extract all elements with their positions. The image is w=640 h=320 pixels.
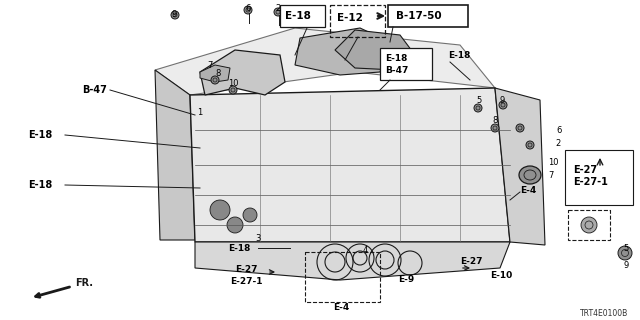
Text: B-47: B-47 xyxy=(385,66,408,75)
Text: E-27-1: E-27-1 xyxy=(573,177,608,187)
Circle shape xyxy=(243,208,257,222)
Text: 9: 9 xyxy=(172,10,177,19)
Text: 4: 4 xyxy=(363,245,368,254)
Text: TRT4E0100B: TRT4E0100B xyxy=(580,308,628,317)
Text: E-4: E-4 xyxy=(333,303,349,313)
Text: 9: 9 xyxy=(500,95,505,105)
Circle shape xyxy=(211,76,219,84)
Bar xyxy=(280,5,325,27)
Circle shape xyxy=(244,6,252,14)
Text: 10: 10 xyxy=(548,157,559,166)
Polygon shape xyxy=(200,50,285,95)
Bar xyxy=(380,48,432,80)
Text: E-18: E-18 xyxy=(28,130,52,140)
Circle shape xyxy=(474,104,482,112)
Polygon shape xyxy=(295,28,390,75)
Text: 1: 1 xyxy=(197,108,202,116)
Polygon shape xyxy=(200,65,230,82)
Text: E-4: E-4 xyxy=(520,186,536,195)
Text: E-18: E-18 xyxy=(385,53,408,62)
Text: E-10: E-10 xyxy=(490,270,512,279)
Text: 5: 5 xyxy=(623,244,628,252)
Text: 8: 8 xyxy=(215,68,220,77)
Bar xyxy=(568,210,610,240)
Circle shape xyxy=(229,86,237,94)
Text: 9: 9 xyxy=(623,260,628,269)
Text: E-18: E-18 xyxy=(228,244,250,252)
Text: 3: 3 xyxy=(255,234,260,243)
Circle shape xyxy=(581,217,597,233)
Polygon shape xyxy=(190,88,510,242)
Text: E-18: E-18 xyxy=(285,11,311,21)
Text: E-27: E-27 xyxy=(573,165,597,175)
Text: E-27-1: E-27-1 xyxy=(230,277,262,286)
Text: E-18: E-18 xyxy=(28,180,52,190)
Circle shape xyxy=(499,101,507,109)
Circle shape xyxy=(210,200,230,220)
Circle shape xyxy=(516,124,524,132)
Circle shape xyxy=(286,18,294,26)
Text: 10: 10 xyxy=(228,78,239,87)
Text: B-47: B-47 xyxy=(82,85,107,95)
Text: 2: 2 xyxy=(275,4,280,12)
Text: B-17-50: B-17-50 xyxy=(396,11,442,21)
Text: E-12: E-12 xyxy=(337,13,363,23)
Bar xyxy=(330,5,385,37)
Bar xyxy=(565,150,633,205)
Polygon shape xyxy=(495,88,545,245)
Polygon shape xyxy=(335,30,415,70)
Text: 6: 6 xyxy=(245,4,250,12)
Text: 6: 6 xyxy=(556,125,561,134)
Text: 7: 7 xyxy=(548,171,554,180)
Circle shape xyxy=(274,8,282,16)
Ellipse shape xyxy=(519,166,541,184)
Bar xyxy=(388,5,468,27)
Polygon shape xyxy=(155,70,195,240)
Text: 2: 2 xyxy=(555,139,560,148)
Text: E-27: E-27 xyxy=(460,258,483,267)
Text: E-18: E-18 xyxy=(448,51,470,60)
Polygon shape xyxy=(155,28,495,95)
Circle shape xyxy=(491,124,499,132)
Text: 7: 7 xyxy=(207,60,212,69)
Circle shape xyxy=(526,141,534,149)
Circle shape xyxy=(171,11,179,19)
Circle shape xyxy=(227,217,243,233)
Bar xyxy=(305,252,380,302)
Text: FR.: FR. xyxy=(36,278,93,297)
Text: 8: 8 xyxy=(492,116,497,124)
Text: E-9: E-9 xyxy=(398,276,414,284)
Circle shape xyxy=(618,246,632,260)
Text: E-27: E-27 xyxy=(235,266,257,275)
Text: 5: 5 xyxy=(476,95,481,105)
Polygon shape xyxy=(195,242,510,280)
